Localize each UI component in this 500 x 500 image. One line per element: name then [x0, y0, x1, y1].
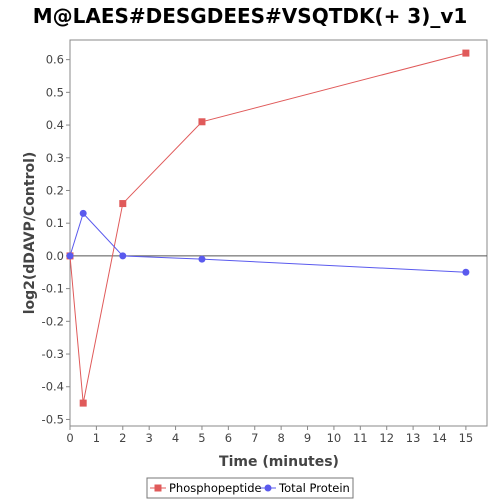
x-tick-label: 4: [172, 431, 179, 445]
x-tick-label: 12: [379, 431, 394, 445]
x-axis-label: Time (minutes): [219, 454, 339, 470]
legend-label-phosphopeptide: Phosphopeptide: [169, 481, 262, 495]
legend-marker-total-protein: [264, 484, 272, 492]
y-tick-label: -0.1: [42, 282, 64, 296]
x-tick-label: 3: [146, 431, 153, 445]
x-tick-label: 2: [119, 431, 126, 445]
y-tick-label: 0.3: [46, 151, 64, 165]
plot-area: [69, 39, 488, 427]
y-tick-label: 0.0: [46, 249, 64, 263]
x-tick-label: 14: [432, 431, 447, 445]
x-tick-label: 10: [327, 431, 342, 445]
y-axis-label: log2(dDAVP/Control): [22, 152, 38, 315]
data-point-total-protein: [198, 255, 206, 263]
y-tick-label: 0.2: [46, 183, 64, 197]
data-point-total-protein: [66, 252, 74, 260]
data-point-phosphopeptide: [119, 200, 127, 208]
y-tick-label: -0.4: [42, 380, 64, 394]
chart-title: M@LAES#DESGDEES#VSQTDK(+ 3)_v1: [33, 4, 468, 28]
y-tick-label: 0.4: [46, 118, 64, 132]
x-tick-label: 15: [459, 431, 474, 445]
data-point-total-protein: [119, 252, 127, 260]
x-tick-label: 7: [251, 431, 258, 445]
y-axis: -0.5 -0.4 -0.3 -0.2 -0.1 0.0 0.1 0.2 0.3 0.4 0.5 0.…: [42, 53, 70, 426]
data-point-phosphopeptide: [79, 399, 87, 407]
x-tick-label: 5: [198, 431, 205, 445]
legend-marker-phosphopeptide: [154, 484, 162, 492]
x-tick-label: 8: [277, 431, 284, 445]
x-tick-label: 13: [406, 431, 421, 445]
y-tick-label: 0.6: [46, 53, 64, 67]
legend: Phosphopeptide Total Protein: [146, 477, 354, 499]
y-tick-label: -0.2: [42, 314, 64, 328]
data-point-phosphopeptide: [198, 118, 206, 126]
data-point-total-protein: [462, 268, 470, 276]
x-tick-label: 9: [304, 431, 311, 445]
legend-label-total-protein: Total Protein: [278, 481, 350, 495]
x-tick-label: 11: [353, 431, 368, 445]
data-point-phosphopeptide: [462, 49, 470, 57]
legend-box: [146, 477, 354, 499]
x-tick-label: 6: [225, 431, 232, 445]
x-tick-label: 0: [66, 431, 73, 445]
x-axis: 0 1 2 3 4 5 6 7 8 9 10 11 12 13 14 15: [66, 426, 473, 445]
y-tick-label: 0.5: [46, 85, 64, 99]
series-markers: [66, 49, 470, 407]
x-tick-label: 1: [93, 431, 100, 445]
y-tick-label: -0.5: [42, 412, 64, 426]
data-point-total-protein: [79, 209, 87, 217]
y-tick-label: 0.1: [46, 216, 64, 230]
y-tick-label: -0.3: [42, 347, 64, 361]
